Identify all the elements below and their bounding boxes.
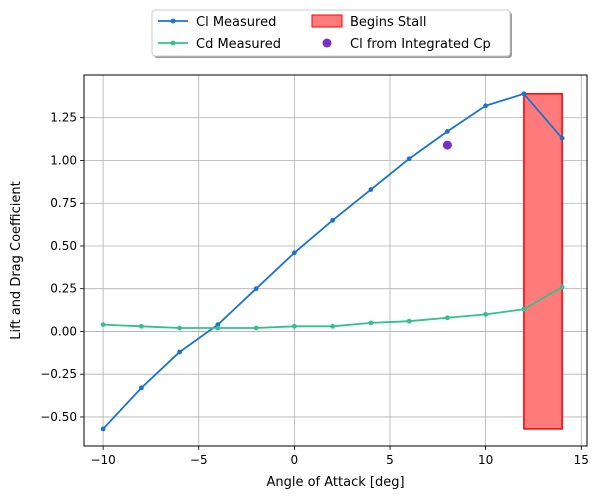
data-point [368, 320, 374, 326]
y-tick-label: 0.25 [50, 282, 77, 296]
grid [84, 75, 587, 446]
x-tick-label: −5 [190, 453, 208, 467]
data-point [406, 318, 412, 324]
y-tick-label: −0.25 [40, 367, 77, 381]
legend-entry: Begins Stall [311, 14, 426, 30]
scatter-point [442, 140, 452, 150]
legend-label: Cl Measured [196, 15, 276, 30]
x-tick-label: 0 [291, 453, 299, 467]
data-point [215, 322, 221, 328]
data-point [100, 322, 106, 328]
data-point [177, 325, 183, 331]
data-point [406, 156, 412, 162]
y-axis-label: Lift and Drag Coefficient [9, 181, 24, 339]
y-tick-label: 0.50 [50, 239, 77, 253]
x-tick-label: 15 [574, 453, 589, 467]
legend-swatch-scatter [322, 38, 332, 48]
legend-label: Cl from Integrated Cp [350, 37, 491, 52]
data-point [253, 325, 259, 331]
data-point [253, 286, 259, 292]
legend-swatch-marker [170, 18, 176, 24]
plot-frame [83, 74, 588, 447]
series-cd-measured [100, 284, 565, 331]
series-cl-measured [100, 91, 565, 432]
x-tick-label: 10 [478, 453, 493, 467]
y-tick-label: −0.50 [40, 410, 77, 424]
data-point [330, 217, 336, 223]
data-point [368, 187, 374, 192]
series-layer [100, 91, 565, 432]
data-point [444, 315, 450, 321]
legend-box [151, 9, 511, 57]
data-point [138, 323, 144, 329]
data-point [100, 426, 106, 432]
data-point [291, 323, 297, 329]
legend-swatch-region [311, 14, 343, 28]
stall-region [523, 93, 563, 430]
legend: Cl Measured Begins Stall Cd Measured Cl fro… [151, 9, 512, 58]
y-tick-label: 1.25 [50, 111, 77, 125]
data-point [330, 323, 336, 329]
legend-entry: Cl from Integrated Cp [322, 37, 491, 52]
y-tick-label: 0.00 [50, 324, 77, 338]
data-point [444, 129, 450, 134]
y-tick-label: 0.75 [50, 196, 77, 210]
legend-label: Begins Stall [350, 15, 426, 30]
data-point [291, 250, 297, 256]
data-point [521, 91, 527, 97]
data-point [559, 284, 565, 290]
data-point [138, 385, 144, 391]
y-tick-label: 1.00 [50, 153, 77, 167]
legend-entry: Cl Measured [158, 15, 276, 30]
tick-layer: −10 −5 0 5 10 15 −0.50 −0.25 0.00 0.25 0.50 0.75 1.0… [40, 111, 589, 467]
x-tick-label: −10 [90, 453, 115, 467]
data-point [215, 325, 221, 331]
data-point [177, 349, 183, 355]
legend-entry: Cd Measured [158, 37, 281, 52]
legend-label: Cd Measured [196, 37, 281, 52]
x-axis-label: Angle of Attack [deg] [266, 475, 404, 490]
data-point [521, 306, 527, 312]
series-cl-from-integrated-cp [442, 140, 452, 150]
data-point [483, 103, 489, 109]
legend-swatch-marker [170, 40, 176, 46]
stall-region-layer [523, 93, 563, 430]
data-point [559, 135, 565, 141]
data-point [483, 311, 489, 317]
x-tick-label: 5 [386, 453, 394, 467]
